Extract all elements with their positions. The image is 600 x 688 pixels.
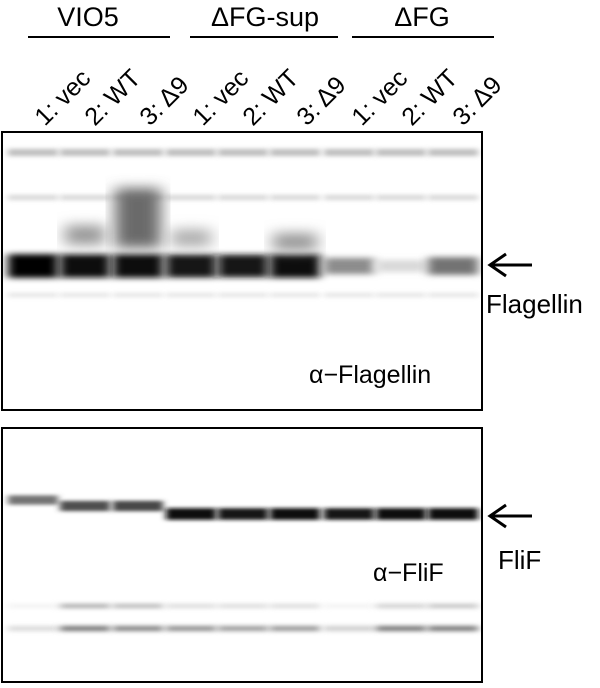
faint-band [113,293,163,297]
blot-panel-flif: α−FliF [1,427,483,683]
lower-band [270,626,320,631]
lane-label: 1: vec [346,64,414,132]
flagellin-band [218,254,268,278]
group-title-dfg: ΔFG [394,2,450,32]
faint-band [8,293,58,297]
faint-band [60,293,110,297]
group-line-dfg-sup [190,36,338,38]
lower-band [270,604,320,608]
lane-label: 1: vec [29,64,97,132]
lower-band [428,604,478,608]
flagellin-band [324,257,374,275]
antibody-label-flagellin: α−Flagellin [309,361,432,389]
group-title-dfg-sup: ΔFG-sup [210,2,320,32]
lower-band [113,626,163,631]
faint-band [428,149,478,156]
faint-band [60,149,110,156]
faint-band [270,195,320,200]
lower-band [60,626,110,631]
faint-band [60,195,110,200]
flagellin-band [60,254,110,278]
faint-band [166,195,216,200]
group-line-dfg [352,36,494,38]
flagellin-band [113,254,163,278]
flagellin-band [376,259,426,273]
faint-band [376,149,426,156]
blot-image-flagellin [8,149,478,297]
flif-band [428,508,478,520]
lower-band [8,626,58,631]
protein-label-flagellin: Flagellin [486,289,583,319]
lower-band [218,604,268,608]
lane-label: 3: Δ9 [134,70,195,132]
smear [65,225,105,245]
antibody-label-flif: α−FliF [373,559,444,587]
smear [171,229,211,247]
smear [273,233,317,251]
faint-band [166,293,216,297]
faint-band [218,149,268,156]
faint-band [376,293,426,297]
flif-band [113,500,163,512]
faint-band [428,195,478,200]
flif-band [270,508,320,520]
faint-band [218,195,268,200]
lane-label: 1: vec [187,64,255,132]
faint-band [376,195,426,200]
lower-band [166,604,216,608]
faint-band [428,293,478,297]
faint-band [113,149,163,156]
lane-label: 2: WT [237,64,305,132]
lower-band [60,604,110,608]
faint-band [270,293,320,297]
faint-band [218,293,268,297]
flagellin-band [428,257,478,275]
blot-image-flif [8,495,478,631]
flif-band [218,508,268,520]
faint-band [324,195,374,200]
group-title-vio5: VIO5 [57,2,119,32]
flagellin-band [8,254,58,278]
lower-band [376,626,426,631]
flagellin-band [270,254,320,278]
lane-label: 2: WT [396,64,464,132]
lower-band [428,626,478,631]
lower-band [324,604,374,608]
lower-band [376,604,426,608]
lower-band [324,626,374,631]
blot-panel-flagellin: α−Flagellin [1,131,483,411]
flif-band [376,508,426,520]
faint-band [8,149,58,156]
group-line-vio5 [28,36,170,38]
flif-band [8,495,58,505]
arrow-left-icon [487,503,532,529]
lower-band [218,626,268,631]
flif-band [60,500,110,512]
faint-band [166,149,216,156]
arrow-left-icon [487,252,532,278]
faint-band [324,149,374,156]
lower-band [8,604,58,608]
flif-band [166,508,216,520]
protein-label-flif: FliF [498,545,542,575]
lower-band [166,626,216,631]
flagellin-band [166,254,216,278]
faint-band [8,195,58,200]
flif-band [324,508,374,520]
lower-band [113,604,163,608]
smear [115,188,161,248]
faint-band [324,293,374,297]
lane-label: 2: WT [79,64,147,132]
faint-band [270,149,320,156]
